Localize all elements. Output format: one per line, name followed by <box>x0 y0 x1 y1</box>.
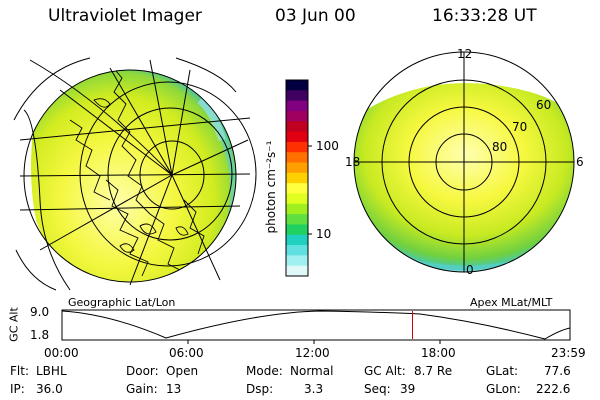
left-panel-caption: Geographic Lat/Lon <box>68 296 176 309</box>
mlat-label-60: 60 <box>536 98 552 112</box>
colorbar-segment <box>286 141 308 153</box>
gain-label: Gain: <box>126 382 158 396</box>
colorbar-segment <box>286 193 308 205</box>
geographic-image <box>19 59 257 291</box>
gain-value: 13 <box>166 382 182 396</box>
colorbar-segment <box>286 121 308 133</box>
door-value: Open <box>166 364 199 378</box>
colorbar-frame <box>285 79 309 277</box>
gc-alt-label: GC Alt: <box>364 364 406 378</box>
mode-label: Mode: <box>246 364 283 378</box>
gc-alt-value: 8.7 Re <box>414 364 453 378</box>
colorbar-segment <box>286 255 308 267</box>
colorbar-segment <box>286 80 308 91</box>
time-tick-0600: 06:00 <box>169 346 204 360</box>
alt-tick-min: 1.8 <box>30 328 50 342</box>
colorbar-segment <box>286 152 308 164</box>
alt-tick-max: 9.0 <box>30 305 50 319</box>
time-tick-2359: 23:59 <box>551 346 586 360</box>
glon-label: GLon: <box>486 382 521 396</box>
filter-label: Flt: <box>10 364 29 378</box>
gc-alt-axis-label: GC Alt <box>7 307 21 342</box>
glon-value: 222.6 <box>536 382 571 396</box>
instrument-title: Ultraviolet Imager <box>48 6 202 26</box>
colorbar-segment <box>286 214 308 225</box>
colorbar-segment <box>286 110 308 122</box>
mlat-label-70: 70 <box>512 120 528 134</box>
header-time: 16:33:28 UT <box>432 6 537 26</box>
seq-value: 39 <box>400 382 416 396</box>
colorbar-label-10: 10 <box>316 227 332 241</box>
mlt-label-6: 6 <box>576 155 584 169</box>
colorbar-segment <box>286 224 308 236</box>
dsp-label: Dsp: <box>246 382 274 396</box>
time-tick-1800: 18:00 <box>421 346 456 360</box>
header-date: 03 Jun 00 <box>275 6 356 26</box>
colorbar-label-100: 100 <box>316 139 339 153</box>
colorbar-segment <box>286 90 308 102</box>
right-panel-caption: Apex MLat/MLT <box>470 296 553 309</box>
mode-value: Normal <box>290 364 334 378</box>
colorbar-segment <box>286 234 308 246</box>
filter-value: LBHL <box>36 364 67 378</box>
door-label: Door: <box>126 364 159 378</box>
mlt-label-18: 18 <box>345 155 361 169</box>
dsp-value: 3.3 <box>304 382 324 396</box>
colorbar-segment <box>286 172 308 184</box>
ip-label: IP: <box>10 382 25 396</box>
colorbar-segment <box>286 100 308 112</box>
mlat-mlt-image <box>353 51 575 273</box>
mlt-label-12: 12 <box>457 47 473 61</box>
time-tick-1200: 12:00 <box>295 346 330 360</box>
mlt-label-0: 0 <box>466 263 474 277</box>
altitude-plot <box>61 309 571 344</box>
colorbar-unit-label: photon cm⁻²s⁻¹ <box>264 140 278 234</box>
mlat-label-80: 80 <box>492 140 508 154</box>
colorbar-segment <box>286 265 308 277</box>
colorbar-segment <box>286 183 308 194</box>
seq-label: Seq: <box>364 382 391 396</box>
geo-outer-grid <box>13 57 237 291</box>
colorbar <box>286 80 308 277</box>
colorbar-segment <box>286 131 308 143</box>
colorbar-segment <box>286 245 308 256</box>
ip-value: 36.0 <box>36 382 63 396</box>
glat-label: GLat: <box>486 364 519 378</box>
colorbar-segment <box>286 162 308 174</box>
glat-value: 77.6 <box>544 364 571 378</box>
colorbar-segment <box>286 203 308 215</box>
time-tick-0000: 00:00 <box>44 346 79 360</box>
